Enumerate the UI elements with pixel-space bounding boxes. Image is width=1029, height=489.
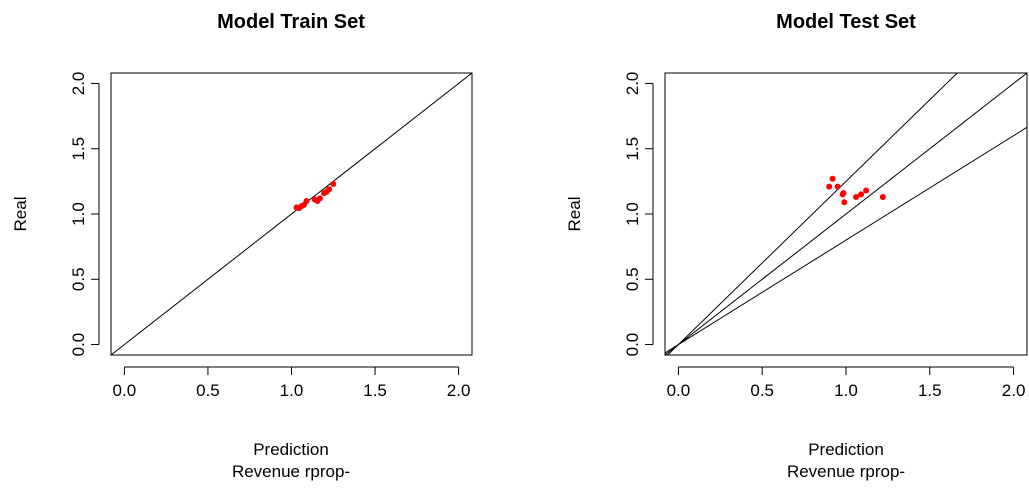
y-axis-label: Real: [11, 197, 30, 232]
y-tick-label: 2.0: [623, 72, 642, 96]
y-tick-label: 1.0: [623, 202, 642, 226]
x-tick-label: 1.5: [918, 381, 942, 400]
y-tick-label: 0.5: [623, 267, 642, 291]
data-point: [863, 187, 870, 194]
x-axis-label: Prediction: [253, 440, 329, 459]
y-tick-label: 0.0: [623, 333, 642, 357]
train-set-chart: Model Train Set 0.0 0.5 1.0 1.5 2.0 0.0 0.5 1.…: [11, 11, 473, 481]
x-tick-label: 1.5: [363, 381, 387, 400]
x-tick-label: 0.0: [113, 381, 137, 400]
test-set-chart: Model Test Set 0.0 0.5 1.0 1.5 2.0 0.0 0.5 1.0…: [565, 11, 1028, 481]
data-point: [834, 183, 841, 190]
x-tick-label: 2.0: [1002, 381, 1026, 400]
data-point: [316, 195, 323, 202]
x-tick-label: 1.0: [280, 381, 304, 400]
y-tick-label: 1.5: [69, 137, 88, 161]
data-points: [826, 175, 886, 206]
x-tick-label: 2.0: [447, 381, 471, 400]
reference-lines: [111, 73, 472, 355]
chart-title: Model Train Set: [217, 11, 365, 33]
reference-line: [111, 73, 472, 355]
data-point: [858, 191, 865, 198]
data-point: [330, 180, 337, 187]
data-point: [841, 199, 848, 206]
plot-frame: [110, 72, 473, 356]
data-point: [826, 183, 833, 190]
plot-frame: [664, 72, 1028, 356]
y-tick-label: 2.0: [69, 72, 88, 96]
y-tick-label: 0.5: [69, 267, 88, 291]
x-tick-label: 1.0: [834, 381, 858, 400]
data-point: [853, 194, 860, 201]
x-tick-label: 0.5: [196, 381, 220, 400]
data-points: [293, 180, 337, 212]
x-axis-label: Prediction: [808, 440, 884, 459]
x-tick-label: 0.5: [750, 381, 774, 400]
reference-line: [665, 73, 1027, 355]
x-tick-label: 0.0: [667, 381, 691, 400]
data-point: [879, 194, 886, 201]
x-axis: 0.0 0.5 1.0 1.5 2.0: [667, 366, 1026, 400]
data-point: [829, 175, 836, 182]
y-axis: 0.0 0.5 1.0 1.5 2.0: [623, 72, 654, 357]
reference-lines: [665, 73, 1027, 355]
chart-title: Model Test Set: [776, 11, 916, 33]
y-tick-label: 1.0: [69, 202, 88, 226]
y-tick-label: 0.0: [69, 333, 88, 357]
x-axis: 0.0 0.5 1.0 1.5 2.0: [113, 366, 471, 400]
y-axis-label: Real: [565, 197, 584, 232]
x-axis-sublabel: Revenue rprop-: [787, 462, 905, 481]
data-point: [840, 190, 847, 197]
reference-line: [665, 126, 1027, 354]
x-axis-sublabel: Revenue rprop-: [232, 462, 350, 481]
reference-line: [666, 73, 958, 355]
y-axis: 0.0 0.5 1.0 1.5 2.0: [69, 72, 100, 357]
y-tick-label: 1.5: [623, 137, 642, 161]
data-point: [303, 197, 310, 204]
data-point: [326, 186, 333, 193]
